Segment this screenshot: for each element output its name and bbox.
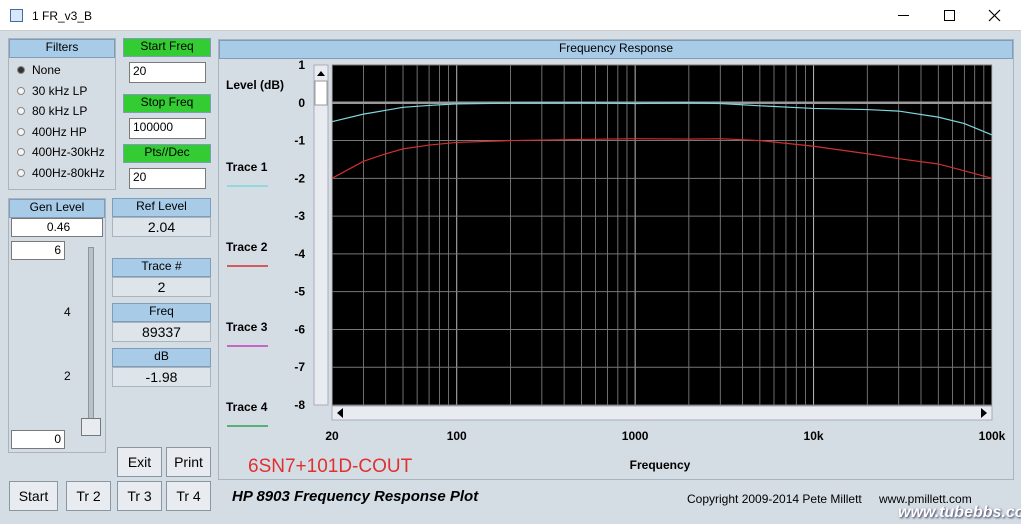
x-tick-label: 20: [325, 429, 339, 443]
start-freq-label: Start Freq: [123, 38, 211, 57]
slider-tick-label: 2: [64, 369, 71, 383]
stop-freq-input[interactable]: 100000: [129, 118, 206, 139]
filter-option[interactable]: 400Hz HP: [32, 124, 87, 139]
radio-button[interactable]: [17, 66, 25, 74]
readout: Ref Level 2.04: [112, 198, 211, 237]
v-scrollbar[interactable]: [313, 64, 329, 406]
slider-min-input[interactable]: 0: [11, 430, 65, 449]
close-button[interactable]: [988, 9, 1001, 22]
readout-value: -1.98: [112, 367, 211, 387]
y-axis-label: Level (dB): [226, 78, 284, 92]
start-freq-input[interactable]: 20: [129, 62, 206, 83]
filter-option[interactable]: None: [32, 63, 61, 77]
radio-button[interactable]: [17, 127, 25, 136]
slider-thumb[interactable]: [81, 418, 101, 436]
readout-label: dB: [112, 348, 211, 367]
stop-freq-label: Stop Freq: [123, 94, 211, 113]
button[interactable]: Print: [166, 447, 211, 477]
note-text: 6SN7+101D-COUT: [248, 456, 413, 477]
y-tick-label: -7: [294, 360, 305, 374]
readout: dB -1.98: [112, 348, 211, 387]
y-tick-label: -3: [294, 209, 305, 223]
filter-option[interactable]: 400Hz-30kHz: [32, 145, 105, 159]
filter-option[interactable]: 400Hz-80kHz: [32, 165, 105, 180]
plot-panel: Frequency Response Level (dB) Frequency …: [218, 39, 1014, 480]
y-tick-label: -2: [294, 171, 305, 185]
filters-header: Filters: [9, 39, 115, 58]
window-title: 1 FR_v3_B: [32, 9, 93, 23]
button[interactable]: Start: [9, 481, 58, 511]
plot-header: Frequency Response: [219, 40, 1013, 59]
start-freq-group: Start Freq 20: [123, 38, 211, 83]
maximize-button[interactable]: [944, 10, 955, 21]
trace-line: [331, 102, 993, 136]
pts-dec-label: Pts//Dec: [123, 144, 211, 163]
plot-area: [332, 65, 992, 405]
radio-button[interactable]: [17, 107, 25, 115]
legend-label: Trace 2: [226, 240, 268, 254]
trace-line: [331, 138, 993, 179]
radio-button[interactable]: [17, 148, 25, 156]
button[interactable]: Tr 3: [117, 481, 162, 511]
y-tick-label: -1: [294, 134, 305, 148]
gen-level-panel: Gen Level 0.46 6 0 4 2: [8, 198, 106, 453]
button[interactable]: Tr 2: [66, 481, 111, 511]
legend-label: Trace 1: [226, 160, 268, 174]
x-tick-label: 10k: [804, 429, 824, 443]
radio-button[interactable]: [17, 168, 25, 177]
minimize-button[interactable]: [898, 15, 909, 16]
radio-button[interactable]: [17, 86, 25, 95]
readout-value: 89337: [112, 322, 211, 342]
readout-value: 2: [112, 277, 211, 297]
readout-label: Trace #: [112, 258, 211, 277]
y-tick-label: 0: [298, 96, 305, 110]
slider-max-input[interactable]: 6: [11, 241, 65, 260]
x-tick-label: 100: [447, 429, 467, 443]
h-scrollbar[interactable]: [331, 405, 993, 421]
copyright: Copyright 2009-2014 Pete Millett: [687, 492, 862, 506]
pts-dec-input[interactable]: 20: [129, 168, 206, 189]
filters-panel: Filters None 30 kHz LP 80 kHz LP 400Hz HP 40…: [8, 38, 116, 190]
button[interactable]: Tr 4: [166, 481, 211, 511]
app-icon: [10, 9, 23, 22]
legend-label: Trace 3: [226, 320, 268, 334]
readout: Freq 89337: [112, 303, 211, 342]
v-scroll-thumb[interactable]: [314, 80, 328, 106]
readout-label: Ref Level: [112, 198, 211, 217]
readout: Trace #2: [112, 258, 211, 297]
gen-level-header: Gen Level: [9, 199, 105, 218]
y-tick-label: -6: [294, 322, 305, 336]
y-tick-label: -8: [294, 398, 305, 412]
legend-label: Trace 4: [226, 400, 268, 414]
readout-label: Freq: [112, 303, 211, 322]
button[interactable]: Exit: [117, 447, 162, 477]
stop-freq-group: Stop Freq 100000: [123, 94, 211, 139]
title-bar: 1 FR_v3_B: [0, 0, 1021, 31]
plot: Level (dB) Frequency 20 100 1000 10k 100k 1 0 -…: [226, 58, 1006, 472]
slider-track: [88, 247, 94, 427]
x-axis-label: Frequency: [630, 458, 691, 472]
gen-level-input[interactable]: 0.46: [11, 218, 103, 237]
pts-dec-group: Pts//Dec 20: [123, 144, 211, 189]
x-tick-label: 1000: [622, 429, 649, 443]
filter-option[interactable]: 30 kHz LP: [32, 83, 88, 98]
watermark: www.tubebbs.com: [898, 504, 1021, 521]
slider-tick-label: 4: [64, 305, 71, 319]
y-tick-label: -4: [294, 247, 305, 261]
y-tick-label: -5: [294, 285, 305, 299]
y-tick-label: 1: [298, 58, 305, 72]
readout-value: 2.04: [112, 217, 211, 237]
footer-title: HP 8903 Frequency Response Plot: [232, 488, 479, 505]
website: www.pmillett.com: [879, 492, 972, 506]
filter-option[interactable]: 80 kHz LP: [32, 104, 88, 118]
x-tick-label: 100k: [979, 429, 1006, 443]
